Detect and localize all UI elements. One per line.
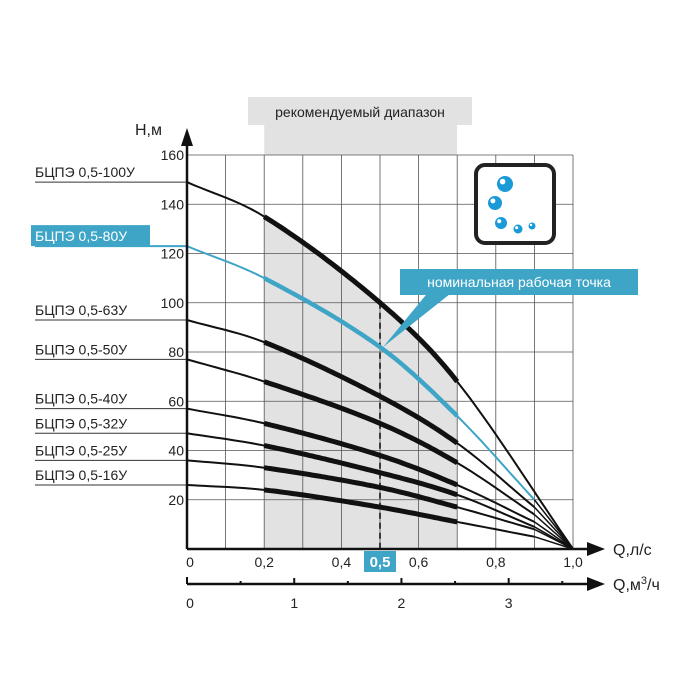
y-tick-label: 160 xyxy=(161,147,185,163)
x2-axis-arrow xyxy=(587,577,605,591)
x-tick-label: 1,0 xyxy=(563,554,583,570)
nominal-callout-pointer xyxy=(383,290,455,348)
x-tick-label: 0,2 xyxy=(254,554,274,570)
curve-label: БЦПЭ 0,5-25У xyxy=(35,442,127,458)
x2-tick-label: 0 xyxy=(186,595,194,611)
x-tick-label: 0,4 xyxy=(332,554,352,570)
curve-2-working-range xyxy=(263,339,459,446)
curve-6-tail xyxy=(534,528,574,550)
bubble xyxy=(497,176,513,192)
curve-7-tail xyxy=(534,535,574,550)
x-tick-label: 0,6 xyxy=(409,554,429,570)
y-axis-label: H,м xyxy=(135,122,162,139)
curve-1-tail xyxy=(533,499,574,550)
curve-7-working-range xyxy=(263,487,458,525)
curve-3-tail xyxy=(533,513,574,550)
y-tick-label: 20 xyxy=(168,492,184,508)
y-tick-label: 140 xyxy=(161,196,185,212)
y-tick-label: 60 xyxy=(168,393,184,409)
x-highlight-tick-label: 0,5 xyxy=(370,554,391,571)
bubble xyxy=(513,224,523,234)
bubble xyxy=(488,196,502,210)
x-tick-label: 0,8 xyxy=(486,554,506,570)
curve-4-working-range xyxy=(263,420,459,488)
recommended-range-label: рекомендуемый диапазон xyxy=(275,104,445,120)
curve-label: БЦПЭ 0,5-100У xyxy=(35,164,135,180)
curve-1-working-range xyxy=(263,276,459,418)
curve-5-working-range xyxy=(263,443,459,498)
x2-tick-label: 2 xyxy=(398,595,406,611)
x-axis-label: Q,л/с xyxy=(613,542,652,559)
curve-label: БЦПЭ 0,5-63У xyxy=(35,302,127,318)
nominal-callout-box xyxy=(400,269,638,295)
y-tick-label: 120 xyxy=(161,246,185,262)
bubble-highlight xyxy=(497,219,502,224)
curve-label: БЦПЭ 0,5-50У xyxy=(35,341,127,357)
curve-2-tail xyxy=(533,506,574,550)
nominal-callout-label: номинальная рабочая точка xyxy=(427,274,611,290)
recommended-range-banner xyxy=(248,97,472,155)
x-axis-arrow xyxy=(587,542,605,556)
bubble-highlight xyxy=(529,223,533,227)
curve-6-working-range xyxy=(263,465,458,510)
y-axis-arrow xyxy=(181,128,193,146)
curve-0-working-range xyxy=(262,214,460,384)
water-bubbles-icon xyxy=(474,163,556,245)
x2-tick-label: 3 xyxy=(505,595,513,611)
x2-axis-label: Q,м3/ч xyxy=(613,575,660,594)
y-tick-label: 80 xyxy=(168,344,184,360)
curve-label-highlight-box xyxy=(31,225,150,247)
bubble-highlight xyxy=(515,226,519,230)
bubble xyxy=(528,222,536,230)
y-tick-label: 100 xyxy=(161,295,185,311)
curve-label: БЦПЭ 0,5-16У xyxy=(35,467,127,483)
curve-label: БЦПЭ 0,5-32У xyxy=(35,415,127,431)
curve-label: БЦПЭ 0,5-40У xyxy=(35,391,127,407)
curve-label: БЦПЭ 0,5-80У xyxy=(35,228,127,244)
bubble-highlight xyxy=(490,198,496,204)
x-highlight-tick-box xyxy=(364,551,396,572)
curve-3-working-range xyxy=(263,379,459,465)
y-tick-label: 40 xyxy=(168,443,184,459)
bubble-highlight xyxy=(499,178,506,185)
bubble xyxy=(495,217,507,229)
x-tick-label: 0 xyxy=(186,554,194,570)
x2-tick-label: 1 xyxy=(290,595,298,611)
